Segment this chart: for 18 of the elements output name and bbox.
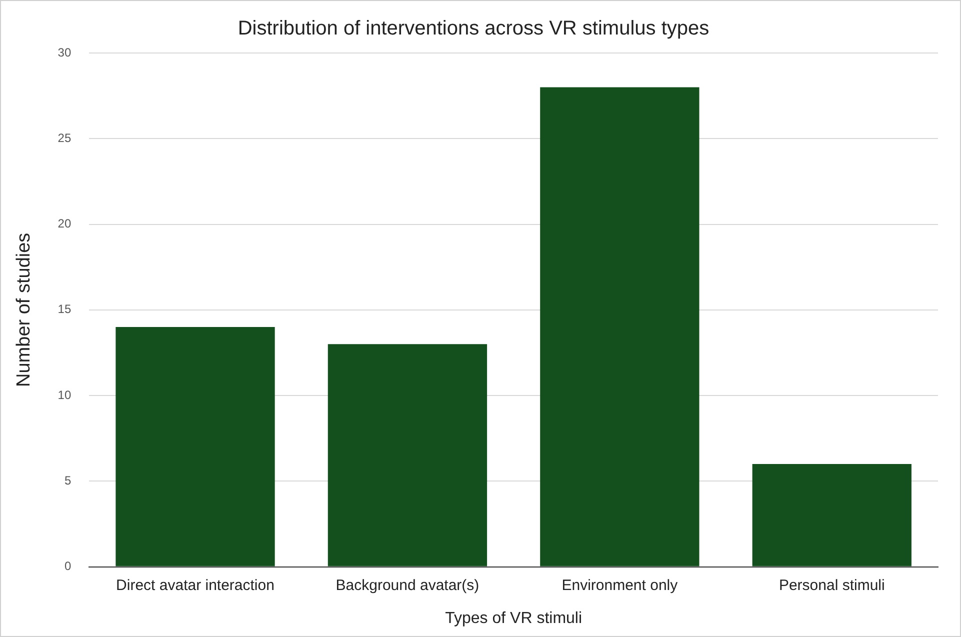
y-tick-label: 30: [58, 45, 72, 60]
y-tick-label: 0: [64, 559, 72, 574]
bar: [116, 327, 275, 566]
y-tick-label: 20: [58, 216, 72, 231]
x-tick-label: Direct avatar interaction: [116, 576, 274, 594]
y-tick-label: 15: [58, 302, 72, 316]
y-tick-label: 5: [64, 473, 72, 488]
bar: [328, 344, 488, 566]
x-tick-label: Environment only: [562, 576, 678, 594]
x-axis-title: Types of VR stimuli: [445, 610, 582, 627]
x-tick-label: Personal stimuli: [778, 576, 885, 594]
y-tick-label: 25: [58, 130, 72, 145]
y-tick-label: 10: [58, 388, 72, 402]
chart-title: Distribution of interventions across VR stimulus types: [238, 18, 710, 40]
bar: [752, 464, 912, 566]
bar: [540, 87, 700, 566]
x-tick-label: Background avatar(s): [336, 576, 480, 594]
y-axis-title: Number of studies: [14, 232, 35, 387]
